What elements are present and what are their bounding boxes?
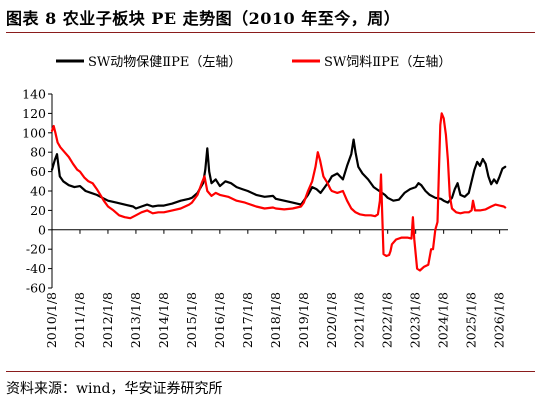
y-tick-label-5: 40 (30, 184, 46, 199)
source-note: 资料来源：wind，华安证券研究所 (6, 381, 223, 397)
y-tick-label-6: 60 (30, 164, 46, 179)
series-line-1 (50, 138, 507, 210)
legend-label-series-1: SW动物保健ⅡPE（左轴） (88, 55, 241, 70)
legend-label-series-2: SW饲料ⅡPE（左轴） (324, 55, 451, 70)
source-rule (6, 371, 535, 372)
x-tick-label-7: 2017/1/8 (240, 292, 255, 348)
x-tick-label-1: 2011/1/8 (72, 292, 87, 348)
x-tick-label-10: 2020/1/8 (324, 292, 339, 348)
y-tick-label-9: 120 (22, 106, 46, 121)
y-tick-label-4: 20 (30, 203, 46, 218)
x-tick-label-16: 2026/1/8 (492, 292, 507, 348)
y-tick-label-1: -40 (26, 261, 46, 276)
x-tick-label-6: 2016/1/8 (212, 292, 227, 348)
chart-series-lines (50, 112, 507, 272)
chart-title: 图表 8 农业子板块 PE 走势图（2010 年至今，周） (6, 9, 401, 28)
pe-line-chart: SW动物保健ⅡPE（左轴） SW饲料ⅡPE（左轴） -60 -40 -20 0 20 40… (22, 55, 508, 348)
title-rule (6, 32, 535, 33)
chart-axes: -60 -40 -20 0 20 40 60 80 100 120 140 2010/1/8 2011/… (22, 87, 508, 348)
x-tick-label-13: 2023/1/8 (408, 292, 423, 348)
y-tick-label-3: 0 (38, 222, 46, 237)
x-tick-label-2: 2012/1/8 (100, 292, 115, 348)
y-tick-label-0: -60 (26, 281, 46, 296)
x-tick-label-5: 2015/1/8 (184, 292, 199, 348)
x-tick-label-3: 2013/1/8 (128, 292, 143, 348)
x-tick-label-0: 2010/1/8 (44, 292, 59, 348)
x-tick-label-8: 2018/1/8 (268, 292, 283, 348)
x-tick-label-12: 2022/1/8 (380, 292, 395, 348)
y-tick-label-8: 100 (22, 125, 46, 140)
y-tick-label-7: 80 (30, 145, 46, 160)
chart-legend: SW动物保健ⅡPE（左轴） SW饲料ⅡPE（左轴） (56, 55, 451, 70)
x-tick-label-11: 2021/1/8 (352, 292, 367, 348)
x-tick-label-9: 2019/1/8 (296, 292, 311, 348)
series-line-2 (50, 112, 507, 272)
x-tick-label-4: 2014/1/8 (156, 292, 171, 348)
x-tick-label-14: 2024/1/8 (436, 292, 451, 348)
y-tick-label-2: -20 (26, 242, 46, 257)
y-tick-label-10: 140 (22, 87, 46, 102)
x-tick-label-15: 2025/1/8 (464, 292, 479, 348)
